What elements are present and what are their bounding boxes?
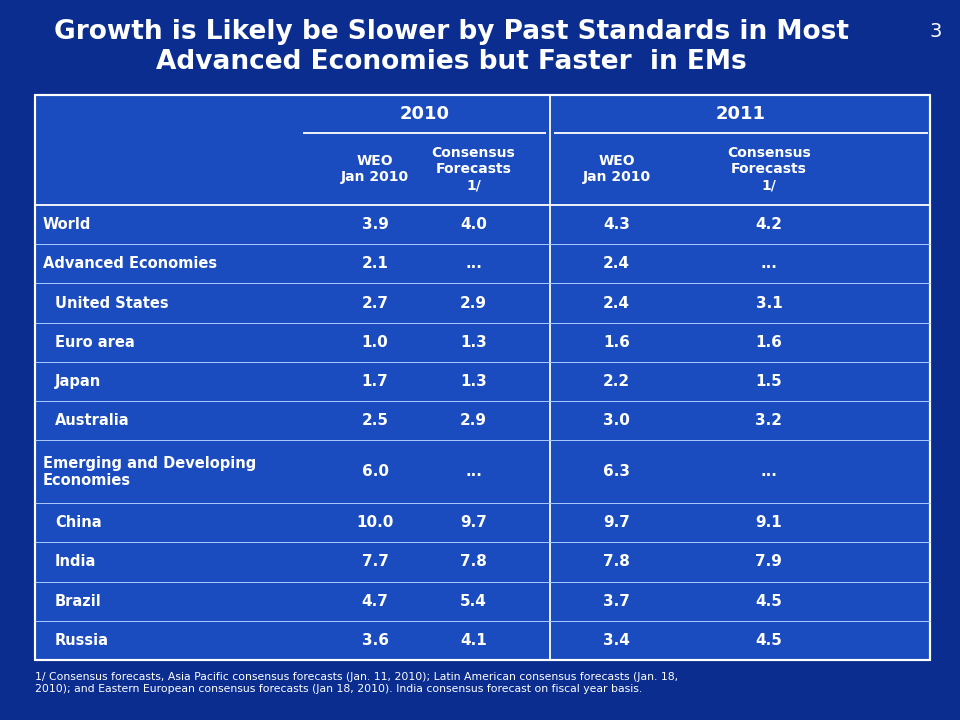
Text: Emerging and Developing
Economies: Emerging and Developing Economies xyxy=(43,456,256,488)
Text: 1/ Consensus forecasts, Asia Pacific consensus forecasts (Jan. 11, 2010); Latin : 1/ Consensus forecasts, Asia Pacific con… xyxy=(35,672,678,693)
Text: Russia: Russia xyxy=(55,633,109,648)
Text: Growth is Likely be Slower by Past Standards in Most
Advanced Economies but Fast: Growth is Likely be Slower by Past Stand… xyxy=(54,19,849,75)
Text: Australia: Australia xyxy=(55,413,130,428)
Text: Consensus
Forecasts
1/: Consensus Forecasts 1/ xyxy=(727,145,811,192)
Text: 1.3: 1.3 xyxy=(460,335,487,350)
Text: 2.5: 2.5 xyxy=(362,413,389,428)
Text: 2.7: 2.7 xyxy=(362,296,389,310)
Text: Euro area: Euro area xyxy=(55,335,134,350)
Bar xyxy=(35,95,930,660)
Text: 1.6: 1.6 xyxy=(603,335,630,350)
Text: 7.8: 7.8 xyxy=(603,554,630,570)
Text: United States: United States xyxy=(55,296,169,310)
Text: 4.5: 4.5 xyxy=(756,633,782,648)
Text: 5.4: 5.4 xyxy=(460,594,487,608)
Text: 2.2: 2.2 xyxy=(603,374,631,389)
Text: ...: ... xyxy=(465,464,482,480)
Text: 3.7: 3.7 xyxy=(603,594,630,608)
Text: 6.3: 6.3 xyxy=(603,464,631,480)
Text: Brazil: Brazil xyxy=(55,594,102,608)
Text: 3.6: 3.6 xyxy=(362,633,389,648)
Text: Japan: Japan xyxy=(55,374,101,389)
Text: 7.8: 7.8 xyxy=(460,554,487,570)
Text: 3.1: 3.1 xyxy=(756,296,782,310)
Text: 4.0: 4.0 xyxy=(460,217,487,232)
Text: 1.7: 1.7 xyxy=(362,374,389,389)
Text: World: World xyxy=(43,217,91,232)
Text: 3: 3 xyxy=(929,22,942,41)
Text: 1.0: 1.0 xyxy=(362,335,389,350)
Text: 1.6: 1.6 xyxy=(756,335,782,350)
Text: 4.7: 4.7 xyxy=(362,594,389,608)
Text: 2011: 2011 xyxy=(716,105,766,123)
Text: 6.0: 6.0 xyxy=(362,464,389,480)
Text: 4.5: 4.5 xyxy=(756,594,782,608)
Text: 2.9: 2.9 xyxy=(460,296,487,310)
Text: 3.9: 3.9 xyxy=(362,217,389,232)
Text: 2.1: 2.1 xyxy=(362,256,389,271)
Text: 2010: 2010 xyxy=(399,105,449,123)
Text: 3.2: 3.2 xyxy=(756,413,782,428)
Text: 2.4: 2.4 xyxy=(603,256,631,271)
Text: 7.7: 7.7 xyxy=(362,554,389,570)
Text: 4.3: 4.3 xyxy=(603,217,630,232)
Text: 2.9: 2.9 xyxy=(460,413,487,428)
Text: 1.5: 1.5 xyxy=(756,374,782,389)
Text: ...: ... xyxy=(465,256,482,271)
Text: 3.4: 3.4 xyxy=(603,633,630,648)
Text: Consensus
Forecasts
1/: Consensus Forecasts 1/ xyxy=(432,145,516,192)
Text: 9.7: 9.7 xyxy=(603,516,630,530)
Text: WEO
Jan 2010: WEO Jan 2010 xyxy=(341,154,409,184)
Text: Advanced Economies: Advanced Economies xyxy=(43,256,217,271)
Text: 3.0: 3.0 xyxy=(603,413,630,428)
Text: 9.1: 9.1 xyxy=(756,516,782,530)
Text: ...: ... xyxy=(760,256,778,271)
Text: ...: ... xyxy=(760,464,778,480)
Text: 9.7: 9.7 xyxy=(460,516,487,530)
Text: China: China xyxy=(55,516,102,530)
Text: 4.2: 4.2 xyxy=(756,217,782,232)
Text: 1.3: 1.3 xyxy=(460,374,487,389)
Text: India: India xyxy=(55,554,96,570)
Text: 7.9: 7.9 xyxy=(756,554,782,570)
Text: 10.0: 10.0 xyxy=(356,516,394,530)
Text: 4.1: 4.1 xyxy=(460,633,487,648)
Text: WEO
Jan 2010: WEO Jan 2010 xyxy=(583,154,651,184)
Text: 2.4: 2.4 xyxy=(603,296,631,310)
